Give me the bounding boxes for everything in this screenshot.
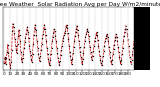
Title: Milwaukee Weather  Solar Radiation Avg per Day W/m2/minute: Milwaukee Weather Solar Radiation Avg pe… xyxy=(0,2,160,7)
